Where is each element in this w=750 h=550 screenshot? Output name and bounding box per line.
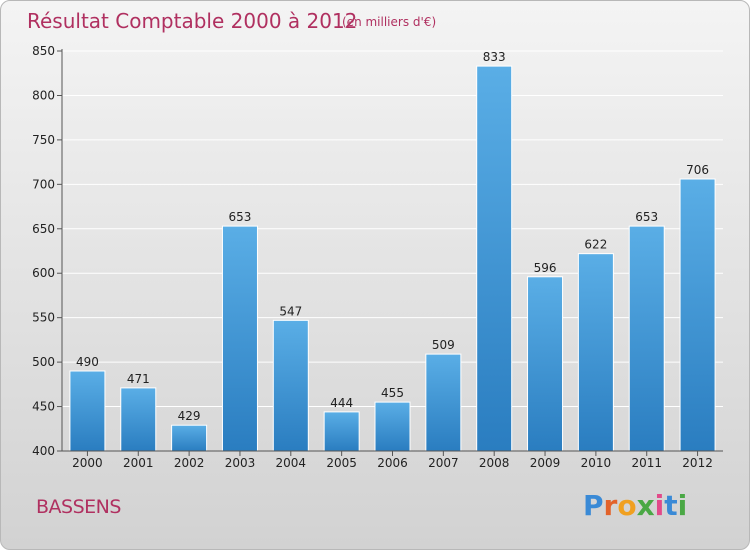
- x-tick-label: 2004: [276, 456, 307, 470]
- bar: [221, 225, 258, 452]
- x-tick-label: 2008: [479, 456, 510, 470]
- bar: [69, 370, 106, 452]
- bar: [628, 225, 665, 452]
- bar: [476, 65, 513, 452]
- x-tick-label: 2005: [326, 456, 357, 470]
- brand-letter: P: [583, 489, 604, 522]
- bar-value-label: 547: [279, 304, 302, 318]
- x-tick-label: 2006: [377, 456, 408, 470]
- bar: [577, 253, 614, 452]
- brand-letter: r: [603, 489, 618, 522]
- y-tick-label: 800: [32, 88, 55, 102]
- x-tick-label: 2001: [123, 456, 154, 470]
- bar-value-label: 622: [584, 238, 607, 252]
- x-tick-label: 2012: [682, 456, 713, 470]
- x-tick-label: 2000: [72, 456, 103, 470]
- brand-letter: i: [677, 489, 688, 522]
- commune-name: BASSENS: [36, 496, 121, 518]
- brand-logo: Proxiti: [583, 489, 687, 522]
- chart-subtitle: (en milliers d'€): [342, 15, 436, 29]
- y-tick-label: 550: [32, 311, 55, 325]
- bar-value-label: 455: [381, 386, 404, 400]
- bar-value-label: 509: [432, 338, 455, 352]
- bar: [171, 424, 208, 452]
- x-tick-label: 2010: [581, 456, 612, 470]
- bar: [425, 353, 462, 452]
- bar-value-label: 706: [686, 163, 709, 177]
- bar-value-label: 444: [330, 396, 353, 410]
- brand-letter: t: [664, 489, 678, 522]
- x-tick-label: 2003: [225, 456, 256, 470]
- y-tick-label: 400: [32, 444, 55, 458]
- bar: [120, 387, 157, 452]
- bar: [527, 276, 564, 452]
- brand-letter: i: [654, 489, 665, 522]
- x-tick-label: 2002: [174, 456, 205, 470]
- chart-title: Résultat Comptable 2000 à 2012: [27, 9, 357, 33]
- brand-letter: x: [636, 489, 655, 522]
- y-tick-label: 750: [32, 133, 55, 147]
- x-tick-label: 2011: [631, 456, 662, 470]
- y-tick-label: 450: [32, 400, 55, 414]
- y-tick-label: 500: [32, 355, 55, 369]
- bar-value-label: 429: [178, 409, 201, 423]
- bar: [272, 319, 309, 452]
- y-tick-label: 850: [32, 44, 55, 58]
- bar: [679, 178, 716, 452]
- x-tick-label: 2007: [428, 456, 459, 470]
- bar-value-label: 833: [483, 50, 506, 64]
- bar: [374, 401, 411, 452]
- bar-value-label: 596: [534, 261, 557, 275]
- bar: [323, 411, 360, 452]
- y-tick-label: 650: [32, 222, 55, 236]
- y-tick-label: 600: [32, 266, 55, 280]
- brand-letter: o: [617, 489, 637, 522]
- bar-value-label: 653: [635, 210, 658, 224]
- y-tick-label: 700: [32, 177, 55, 191]
- x-tick-label: 2009: [530, 456, 561, 470]
- bar-value-label: 471: [127, 372, 150, 386]
- bar-value-label: 653: [229, 210, 252, 224]
- bar-value-label: 490: [76, 355, 99, 369]
